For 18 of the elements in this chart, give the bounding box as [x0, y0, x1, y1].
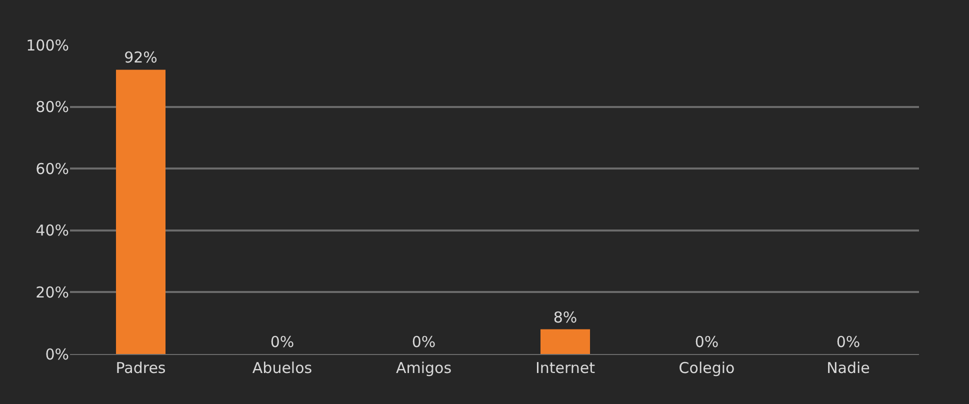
y-tick-label: 80%: [36, 98, 69, 116]
data-label: 8%: [553, 308, 578, 326]
x-tick-label: Colegio: [678, 359, 735, 377]
data-label: 0%: [694, 333, 719, 351]
y-tick-label: 20%: [36, 283, 69, 302]
data-label: 0%: [412, 333, 436, 351]
y-tick-label: 100%: [26, 36, 69, 54]
x-tick-label: Nadie: [826, 359, 870, 377]
x-tick-label: Internet: [535, 359, 596, 377]
x-tick-label: Abuelos: [252, 359, 312, 377]
x-tick-label: Padres: [116, 359, 166, 377]
x-tick-label: Amigos: [396, 359, 452, 377]
y-tick-label: 0%: [45, 345, 69, 364]
data-label: 0%: [270, 333, 294, 351]
data-label: 92%: [124, 48, 158, 67]
data-label: 0%: [836, 333, 860, 351]
y-tick-label: 40%: [36, 222, 69, 240]
y-tick-label: 60%: [36, 160, 69, 178]
